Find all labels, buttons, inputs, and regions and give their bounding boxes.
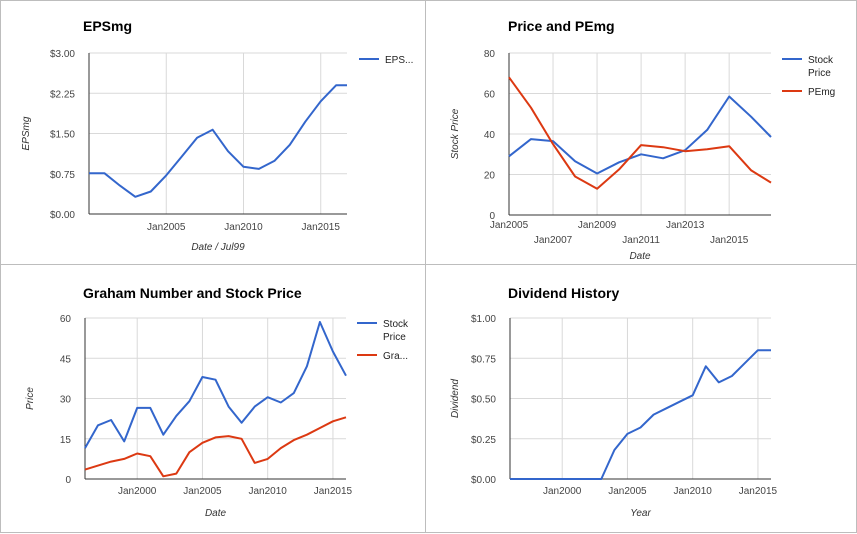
y-tick-label: $0.00: [471, 475, 496, 486]
x-axis-label: Date: [629, 251, 651, 262]
chart-panel-price-pemg: Price and PEmg 0 20 40 60 80 Jan2005 Jan2007 Jan…: [425, 0, 857, 265]
chart-panel-epsmg: EPSmg $0.00 $0.75 $1.50 $2.25 $3.00 Jan2005 Jan…: [0, 0, 426, 265]
chart-title: EPSmg: [83, 18, 132, 34]
y-tick-label: 30: [60, 395, 72, 406]
x-tick-label: Jan2005: [183, 486, 222, 497]
y-tick-label: 40: [484, 130, 496, 141]
x-axis-label: Year: [630, 508, 651, 519]
legend-label: Stock: [383, 319, 409, 330]
epsmg-chart: EPSmg $0.00 $0.75 $1.50 $2.25 $3.00 Jan2005 Jan…: [21, 18, 413, 253]
x-tick-label: Jan2011: [622, 235, 660, 246]
y-tick-label: $0.25: [471, 435, 496, 446]
series-line-1: [508, 76, 772, 190]
y-tick-label: 60: [484, 90, 496, 101]
y-tick-label: 0: [489, 211, 495, 222]
x-tick-label: Jan2000: [543, 486, 582, 497]
x-tick-label: Jan2010: [249, 486, 288, 497]
x-tick-label: Jan2010: [224, 222, 263, 233]
y-tick-label: $0.75: [50, 170, 75, 181]
chart-panel-dividend: Dividend History $0.00 $0.25 $0.50 $0.75 $1.0…: [425, 264, 857, 533]
chart-title: Dividend History: [508, 285, 619, 301]
x-tick-label: Jan2015: [314, 486, 353, 497]
legend-label: Price: [808, 68, 831, 79]
x-tick-label: Jan2015: [302, 222, 341, 233]
price-pemg-chart: Price and PEmg 0 20 40 60 80 Jan2005 Jan2007 Jan…: [450, 18, 835, 262]
x-tick-label: Jan2010: [674, 486, 713, 497]
y-tick-label: 15: [60, 435, 72, 446]
y-axis-label: Dividend: [450, 379, 461, 418]
y-axis-label: EPSmg: [21, 116, 32, 150]
series-line-0: [510, 349, 771, 480]
x-axis-label: Date: [205, 508, 227, 519]
x-tick-label: Jan2005: [490, 220, 529, 231]
chart-title: Price and PEmg: [508, 18, 615, 34]
y-tick-label: 20: [484, 171, 496, 182]
series-line-0: [508, 95, 772, 175]
x-tick-label: Jan2015: [710, 235, 749, 246]
y-axis-label: Price: [25, 387, 36, 410]
series-line-1: [84, 416, 347, 478]
x-tick-label: Jan2009: [578, 220, 617, 231]
y-tick-label: 0: [65, 475, 71, 486]
y-tick-label: $3.00: [50, 49, 75, 60]
dividend-history-chart: Dividend History $0.00 $0.25 $0.50 $0.75 $1.0…: [450, 285, 778, 519]
chart-title: Graham Number and Stock Price: [83, 285, 302, 301]
x-tick-label: Jan2000: [118, 486, 157, 497]
x-axis-label: Date / Jul99: [191, 242, 245, 253]
legend-label: Price: [383, 332, 406, 343]
legend-label: PEmg: [808, 87, 835, 98]
y-tick-label: 45: [60, 354, 72, 365]
legend-label: Gra...: [383, 351, 408, 362]
y-axis-label: Stock Price: [450, 108, 461, 159]
legend-label: EPS...: [385, 55, 413, 66]
x-tick-label: Jan2015: [739, 486, 778, 497]
x-tick-label: Jan2013: [666, 220, 705, 231]
y-tick-label: $0.00: [50, 210, 75, 221]
legend-label: Stock: [808, 55, 834, 66]
y-tick-label: $0.75: [471, 354, 496, 365]
x-tick-label: Jan2005: [608, 486, 647, 497]
chart-panel-graham: Graham Number and Stock Price 0 15 30 45 60 Ja…: [0, 264, 426, 533]
graham-number-chart: Graham Number and Stock Price 0 15 30 45 60 Ja…: [25, 285, 409, 519]
y-tick-label: $0.50: [471, 395, 496, 406]
x-tick-label: Jan2007: [534, 235, 573, 246]
y-tick-label: 60: [60, 314, 72, 325]
y-tick-label: 80: [484, 49, 496, 60]
y-tick-label: $1.00: [471, 314, 496, 325]
series-line-0: [89, 84, 347, 198]
y-tick-label: $1.50: [50, 130, 75, 141]
series-line-0: [84, 321, 347, 449]
y-tick-label: $2.25: [50, 89, 75, 100]
x-tick-label: Jan2005: [147, 222, 186, 233]
